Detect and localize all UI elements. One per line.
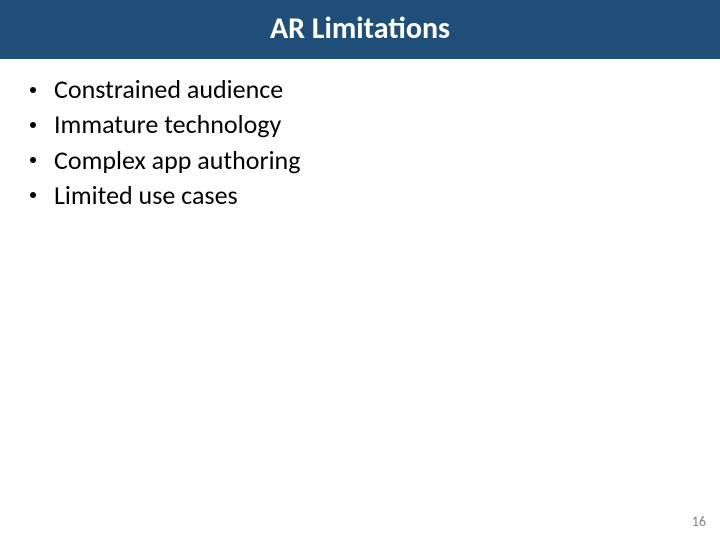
bullet-icon	[30, 192, 36, 198]
page-number: 16	[692, 513, 706, 530]
bullet-icon	[30, 157, 36, 163]
list-item: Constrained audience	[24, 73, 696, 106]
list-item: Complex app authoring	[24, 144, 696, 177]
slide-title: AR Limitations	[270, 10, 450, 47]
bullet-icon	[30, 87, 36, 93]
list-item-text: Limited use cases	[54, 179, 238, 211]
bullet-icon	[30, 122, 36, 128]
content-area: Constrained audience Immature technology…	[0, 59, 720, 212]
title-bar: AR Limitations	[0, 0, 720, 59]
list-item-text: Immature technology	[54, 108, 281, 140]
bullet-list: Constrained audience Immature technology…	[24, 73, 696, 212]
list-item-text: Complex app authoring	[54, 144, 300, 176]
list-item: Immature technology	[24, 108, 696, 141]
list-item: Limited use cases	[24, 179, 696, 212]
list-item-text: Constrained audience	[54, 73, 283, 105]
